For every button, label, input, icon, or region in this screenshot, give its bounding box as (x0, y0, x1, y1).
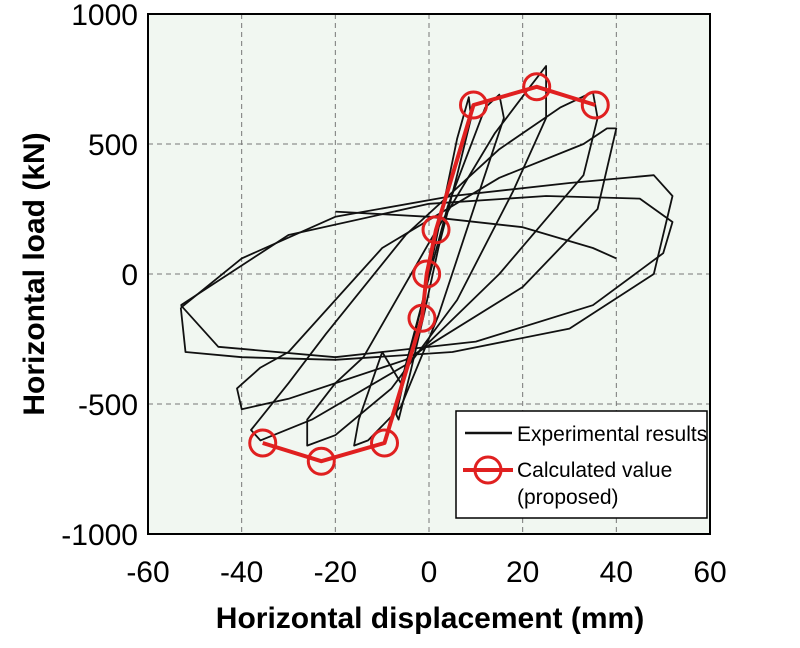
x-tick-label: 20 (506, 556, 539, 589)
experimental-loop (236, 127, 618, 411)
plot-frame (147, 13, 711, 535)
calculated-point (522, 72, 552, 102)
x-tick-label: 40 (600, 556, 633, 589)
x-tick-label: -40 (220, 556, 263, 589)
x-tick-label: 60 (693, 556, 726, 589)
calculated-point (421, 215, 451, 245)
calculated-value-series (248, 72, 610, 476)
calculated-point (407, 303, 437, 333)
x-tick-label: -20 (314, 556, 357, 589)
calculated-point (412, 259, 442, 289)
y-tick-label: 500 (88, 129, 138, 162)
x-axis-title: Horizontal displacement (mm) (216, 602, 644, 635)
legend-calculated-label-line2: (proposed) (517, 486, 619, 509)
y-axis-title: Horizontal load (kN) (18, 132, 51, 415)
y-tick-label: -500 (78, 389, 138, 422)
calculated-point (458, 90, 488, 120)
y-tick-labels: -1000 -500 0 500 1000 (61, 0, 138, 552)
legend-calculated-label: Calculated value (517, 459, 672, 482)
legend-box (455, 410, 708, 519)
experimental-loop (180, 195, 674, 359)
x-tick-label: 0 (421, 556, 438, 589)
calculated-point (370, 428, 400, 458)
x-tick-label: -60 (126, 556, 169, 589)
legend-experimental-label: Experimental results (517, 423, 707, 446)
y-tick-label: 0 (121, 259, 138, 292)
legend-calculated-marker (473, 455, 503, 485)
legend: Experimental results Calculated value (p… (455, 410, 708, 519)
experimental-loop (306, 65, 547, 447)
calculated-line (262, 84, 596, 464)
calculated-point (306, 446, 336, 476)
y-tick-label: -1000 (61, 519, 138, 552)
y-tick-label: 1000 (71, 0, 138, 32)
experimental-loop (335, 210, 617, 260)
calculated-point (580, 90, 610, 120)
x-tick-labels: -60 -40 -20 0 20 40 60 (126, 556, 726, 589)
calculated-point (248, 428, 278, 458)
experimental-loop (250, 91, 599, 442)
